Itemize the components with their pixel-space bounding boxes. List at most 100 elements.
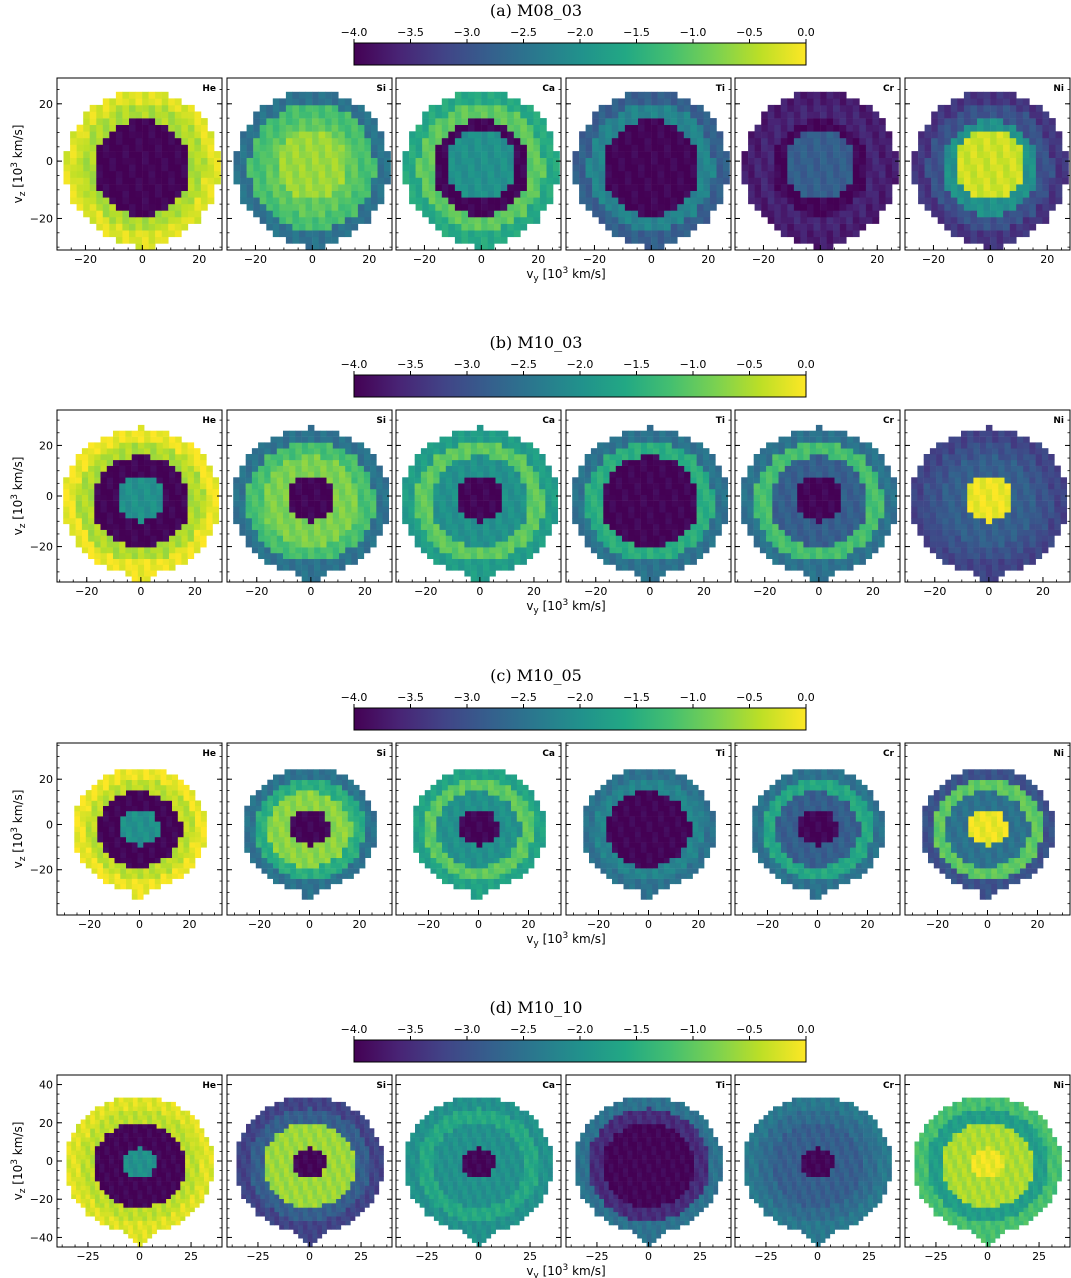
colorbar-tick-label: −3.5: [397, 1023, 424, 1036]
x-tick-label: −20: [78, 918, 101, 931]
element-label: Ti: [716, 749, 725, 759]
x-tick-label: 20: [183, 918, 197, 931]
element-label: He: [202, 749, 216, 759]
element-label: Ni: [1053, 84, 1064, 94]
panel-cr: Cr −25 0 25: [734, 1074, 901, 1263]
panel-frame: [56, 77, 223, 251]
x-tick-label: 0: [478, 253, 485, 266]
x-axis-label: vy [103 km/s]: [526, 598, 605, 616]
heatmap-cells: [405, 1097, 553, 1248]
panel-si: Si −25 0 25: [226, 1074, 393, 1263]
colorbar: −4.0 −3.5 −3.0 −2.5 −2.0 −1.5 −1.0 −0.5 0.0: [341, 358, 815, 398]
y-tick-label: −20: [30, 864, 53, 877]
y-axis-label: vz [103 km/s]: [10, 125, 28, 204]
colorbar-gradient: [353, 707, 807, 731]
colorbar-tick-label: −3.5: [397, 691, 424, 704]
heatmap-cells: [572, 91, 730, 251]
colorbar-tick-label: −1.5: [623, 26, 650, 39]
colorbar-tick-label: −2.0: [567, 1023, 594, 1036]
panel-ca: Ca −20 0 20: [395, 77, 562, 266]
x-tick-label: 0: [987, 253, 994, 266]
panel-ni: Ni −25 0 25: [904, 1074, 1071, 1263]
x-tick-label: 20: [1036, 585, 1050, 598]
x-tick-label: −20: [756, 918, 779, 931]
colorbar-tick-label: 0.0: [797, 358, 815, 371]
x-tick-label: 0: [476, 585, 483, 598]
colorbar-tick-label: 0.0: [797, 691, 815, 704]
element-label: Ni: [1053, 1081, 1064, 1091]
panel-ca: Ca −20 0 20: [395, 409, 562, 598]
colorbar-tick-label: −1.5: [623, 1023, 650, 1036]
y-tick-label: −40: [30, 1231, 53, 1244]
row-1: (b) M10_03 −4.0 −3.5 −3.0 −2.5 −2.0 −1.5 −1.0 −0…: [10, 333, 1071, 616]
colorbar-tick-label: −4.0: [341, 691, 368, 704]
x-tick-label: −25: [585, 1250, 608, 1263]
x-tick-label: 20: [866, 585, 880, 598]
x-tick-label: 0: [815, 585, 822, 598]
y-tick-label: 40: [39, 1079, 53, 1092]
x-axis-label: vy [103 km/s]: [526, 1263, 605, 1278]
panel-cr: Cr −20 0 20: [734, 409, 901, 598]
x-tick-label: −25: [924, 1250, 947, 1263]
x-tick-label: −20: [752, 253, 775, 266]
colorbar-tick-label: 0.0: [797, 1023, 815, 1036]
colorbar-tick-label: −4.0: [341, 1023, 368, 1036]
row-title: (c) M10_05: [490, 666, 582, 685]
heatmap-cells: [233, 91, 391, 251]
y-tick-label: 0: [46, 818, 53, 831]
y-axis-label: vz [103 km/s]: [10, 790, 28, 869]
heatmap-cells: [741, 424, 898, 583]
row-title: (d) M10_10: [490, 998, 583, 1017]
element-label: Cr: [883, 749, 895, 759]
x-tick-label: 25: [523, 1250, 537, 1263]
element-label: Cr: [883, 84, 895, 94]
colorbar-tick-label: −2.5: [510, 691, 537, 704]
colorbar-tick-label: −1.0: [680, 26, 707, 39]
heatmap-cells: [402, 424, 559, 583]
x-tick-label: −20: [584, 585, 607, 598]
x-tick-label: −20: [926, 918, 949, 931]
panel-frame: [565, 77, 732, 251]
heatmap-cells: [236, 1097, 384, 1248]
x-tick-label: −20: [75, 585, 98, 598]
panel-frame: [734, 77, 901, 251]
x-tick-label: 20: [358, 585, 372, 598]
colorbar-tick-label: −0.5: [736, 358, 763, 371]
panel-he: He −20 0 20 20 0 −20: [30, 742, 223, 931]
x-tick-label: −25: [415, 1250, 438, 1263]
colorbar-tick-label: −4.0: [341, 358, 368, 371]
panel-si: Si −20 0 20: [226, 742, 393, 931]
row-0: (a) M08_03 −4.0 −3.5 −3.0 −2.5 −2.0 −1.5 −1.0 −0…: [10, 1, 1071, 284]
panel-he: He −20 0 20 20 0 −20: [30, 77, 223, 266]
x-tick-label: 0: [475, 918, 482, 931]
x-tick-label: 0: [814, 918, 821, 931]
element-label: Ni: [1053, 416, 1064, 426]
x-tick-label: 25: [862, 1250, 876, 1263]
panel-ca: Ca −20 0 20: [395, 742, 562, 931]
panel-ti: Ti −20 0 20: [565, 409, 732, 598]
element-label: Si: [376, 416, 386, 426]
x-tick-label: 25: [354, 1250, 368, 1263]
x-tick-label: 0: [984, 1250, 991, 1263]
x-tick-label: 25: [1032, 1250, 1046, 1263]
y-tick-label: 20: [39, 439, 53, 452]
y-tick-label: 20: [39, 773, 53, 786]
x-tick-label: 20: [1031, 918, 1045, 931]
x-tick-label: −20: [414, 585, 437, 598]
x-tick-label: 0: [309, 253, 316, 266]
x-tick-label: −20: [583, 253, 606, 266]
colorbar-tick-label: −3.5: [397, 26, 424, 39]
row-3: (d) M10_10 −4.0 −3.5 −3.0 −2.5 −2.0 −1.5 −1.0 −0…: [10, 998, 1071, 1278]
colorbar-tick-label: −2.5: [510, 1023, 537, 1036]
colorbar-tick-label: −0.5: [736, 1023, 763, 1036]
x-tick-label: 0: [136, 1250, 143, 1263]
x-tick-label: 20: [697, 585, 711, 598]
x-tick-label: 0: [648, 253, 655, 266]
x-tick-label: 0: [645, 918, 652, 931]
element-label: Ti: [716, 1081, 725, 1091]
panel-he: He −20 0 20 20 0 −20: [30, 409, 223, 598]
panel-ca: Ca −25 0 25: [395, 1074, 562, 1263]
heatmap-cells: [74, 769, 207, 900]
y-axis-label: vz [103 km/s]: [10, 457, 28, 536]
colorbar-tick-label: −1.5: [623, 691, 650, 704]
